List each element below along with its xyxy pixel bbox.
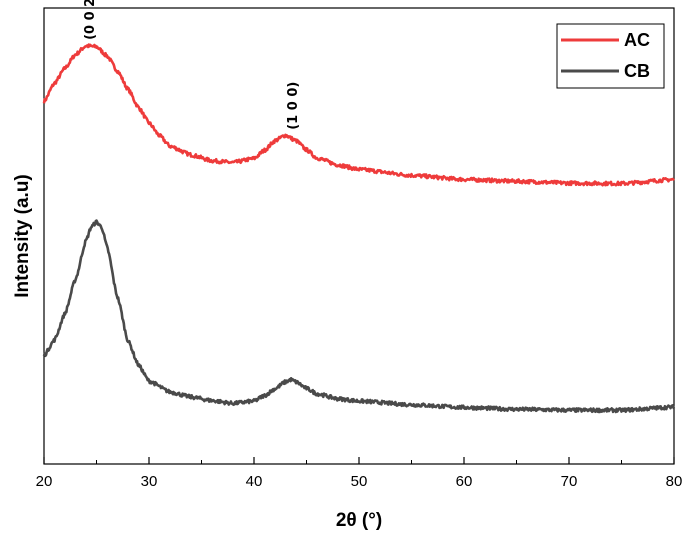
peak-annotation-0: (0 0 2) bbox=[83, 0, 98, 40]
series-layer bbox=[42, 43, 676, 414]
x-tick-label: 20 bbox=[36, 473, 53, 490]
axis-ticks: 20 30 40 50 60 70 80 bbox=[36, 457, 683, 490]
peak-annotations: (0 0 2) (1 0 0) bbox=[83, 0, 301, 130]
x-tick-label: 70 bbox=[561, 473, 578, 490]
x-tick-label: 50 bbox=[351, 473, 368, 490]
series-line-ac bbox=[42, 43, 675, 187]
series-line-cb bbox=[42, 219, 676, 414]
x-tick-label: 80 bbox=[666, 473, 683, 490]
legend-box bbox=[556, 23, 665, 89]
peak-annotation-1: (1 0 0) bbox=[286, 82, 301, 130]
x-tick-label: 60 bbox=[456, 473, 473, 490]
x-axis-title: 2θ (°) bbox=[336, 510, 382, 531]
y-axis-title: Intensity (a.u) bbox=[12, 174, 33, 298]
legend-label-cb: CB bbox=[624, 61, 650, 81]
x-tick-label: 30 bbox=[141, 473, 158, 490]
legend: AC CB bbox=[556, 23, 665, 89]
x-tick-label: 40 bbox=[246, 473, 263, 490]
legend-label-ac: AC bbox=[624, 30, 650, 50]
